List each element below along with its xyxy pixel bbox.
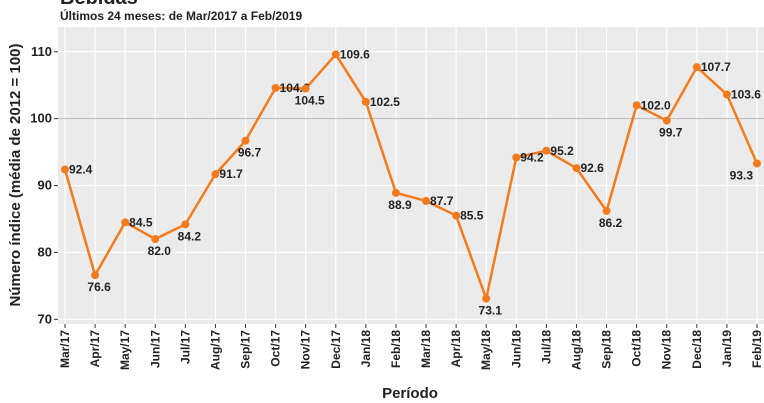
value-label: 84.5	[129, 215, 153, 229]
y-tick-label: 110	[31, 44, 52, 59]
point	[542, 146, 551, 155]
x-tick-label: Jul/17	[178, 330, 192, 364]
value-label: 76.6	[87, 280, 111, 294]
point	[241, 136, 250, 145]
chart-subtitle: Últimos 24 meses: de Mar/2017 a Feb/2019	[60, 8, 302, 23]
point	[181, 220, 190, 229]
value-label: 104.5	[295, 94, 325, 108]
y-tick-label: 70	[38, 311, 52, 326]
point	[662, 116, 671, 125]
x-tick-label: Sep/18	[600, 330, 614, 369]
value-label: 95.2	[550, 144, 574, 158]
point	[121, 218, 130, 227]
point	[361, 97, 370, 106]
x-tick-label: Feb/18	[389, 330, 403, 368]
value-label: 92.4	[69, 162, 93, 176]
plot-background	[58, 27, 764, 324]
value-label: 104.6	[280, 81, 310, 95]
chart-title: Bebidas	[60, 0, 138, 9]
point	[391, 188, 400, 197]
value-label: 99.7	[659, 126, 683, 140]
value-label: 109.6	[340, 47, 370, 61]
value-label: 86.2	[599, 216, 623, 230]
x-tick-label: Mar/18	[419, 330, 433, 368]
value-label: 91.7	[219, 167, 243, 181]
y-tick-label: 80	[38, 244, 52, 259]
value-label: 102.5	[370, 95, 400, 109]
value-label: 103.6	[731, 88, 761, 102]
value-label: 73.1	[479, 304, 503, 318]
point	[211, 170, 220, 179]
x-tick-label: Jan/19	[720, 330, 734, 368]
x-tick-label: Apr/18	[449, 330, 463, 368]
x-tick-label: May/17	[118, 330, 132, 370]
point	[722, 90, 731, 99]
x-tick-label: Jun/17	[148, 330, 162, 368]
y-axis-label: Número índice (média de 2012 = 100)	[7, 43, 24, 306]
point	[271, 83, 280, 92]
x-tick-label: May/18	[479, 330, 493, 370]
x-tick-label: Apr/17	[88, 330, 102, 368]
point	[422, 196, 431, 205]
x-tick-label: Jul/18	[539, 330, 553, 364]
value-label: 85.5	[460, 209, 484, 223]
x-tick-label: Nov/18	[660, 330, 674, 370]
x-tick-label: Nov/17	[299, 330, 313, 370]
y-tick-label: 100	[30, 111, 52, 126]
value-label: 93.3	[730, 168, 754, 182]
point	[91, 271, 100, 280]
x-tick-label: Dec/17	[329, 330, 343, 369]
value-label: 87.7	[430, 194, 454, 208]
x-tick-label: Aug/17	[208, 330, 222, 370]
value-label: 84.2	[178, 229, 202, 243]
value-label: 94.2	[520, 150, 544, 164]
x-tick-label: Aug/18	[569, 330, 583, 370]
x-tick-label: Jan/18	[359, 330, 373, 368]
point	[512, 153, 521, 162]
x-tick-label: Jun/18	[509, 330, 523, 368]
value-label: 88.9	[388, 198, 412, 212]
point	[692, 63, 701, 72]
point	[61, 165, 69, 174]
point	[151, 235, 160, 244]
y-tick-label: 90	[38, 178, 52, 193]
value-label: 96.7	[238, 146, 262, 160]
x-tick-label: Oct/17	[269, 330, 283, 367]
x-tick-label: Mar/17	[58, 330, 72, 368]
point	[632, 101, 641, 110]
point	[572, 164, 581, 173]
x-tick-label: Oct/18	[630, 330, 644, 367]
line	[63, 52, 759, 304]
x-tick-label: Sep/17	[239, 330, 253, 369]
point	[301, 84, 310, 93]
point	[753, 159, 761, 168]
x-tick-label: Feb/19	[750, 330, 764, 368]
point	[482, 294, 491, 303]
value-label: 107.7	[701, 60, 731, 74]
value-label: 82.0	[148, 244, 172, 258]
x-axis-label: Período	[382, 385, 438, 402]
value-label: 102.0	[641, 98, 671, 112]
x-tick-label: Dec/18	[690, 330, 704, 369]
value-label: 92.6	[580, 161, 604, 175]
point	[452, 211, 461, 220]
point	[331, 50, 340, 59]
point	[602, 206, 611, 215]
